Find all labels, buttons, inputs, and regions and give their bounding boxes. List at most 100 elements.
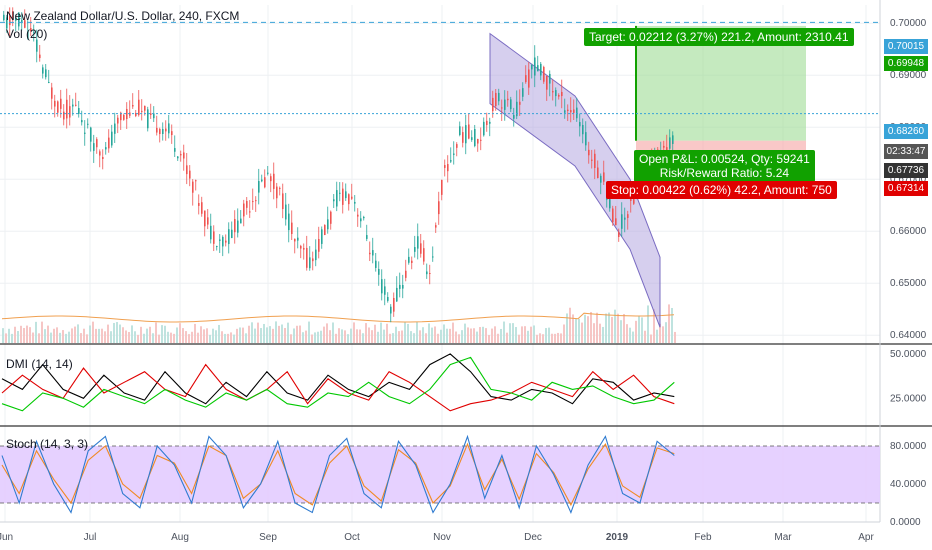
volume-bar: [443, 324, 445, 343]
volume-bar: [215, 330, 217, 343]
candle-body: [300, 245, 302, 249]
volume-bar: [332, 322, 334, 343]
volume-bar: [29, 327, 31, 343]
volume-bar: [290, 334, 292, 343]
candle-body: [555, 90, 557, 97]
candle-body: [60, 98, 62, 109]
volume-bar: [158, 334, 160, 343]
volume-bar: [257, 322, 259, 343]
volume-bar: [20, 325, 22, 343]
candle-body: [462, 132, 464, 143]
volume-bar: [347, 334, 349, 343]
volume-bar: [674, 331, 676, 343]
volume-bar: [86, 334, 88, 343]
target-label: Target: 0.02212 (3.27%) 221.2, Amount: 2…: [584, 28, 854, 46]
candle-body: [438, 201, 440, 215]
candle-body: [81, 120, 83, 123]
volume-bar: [5, 333, 7, 343]
volume-bar: [470, 328, 472, 343]
candle-body: [198, 203, 200, 206]
candle-body: [489, 121, 491, 124]
volume-bar: [119, 324, 121, 343]
candle-body: [237, 220, 239, 233]
candle-body: [402, 284, 404, 289]
candle-body: [162, 128, 164, 134]
candle-body: [216, 245, 218, 247]
volume-bar: [494, 326, 496, 343]
candle-body: [531, 65, 533, 70]
price-tick-label: 0.64000: [890, 330, 927, 341]
candle-body: [390, 306, 392, 314]
candle-body: [429, 273, 431, 275]
candle-body: [204, 210, 206, 227]
volume-bar: [134, 331, 136, 343]
volume-bar: [407, 323, 409, 343]
volume-bar: [197, 332, 199, 343]
volume-bar: [560, 333, 562, 343]
stoch-pane: [0, 434, 880, 514]
volume-bar: [617, 313, 619, 343]
candle-body: [357, 214, 359, 217]
candle-body: [288, 213, 290, 231]
stop-label: Stop: 0.00422 (0.62%) 42.2, Amount: 750: [606, 181, 837, 199]
candle-body: [441, 179, 443, 195]
volume-bar: [95, 328, 97, 343]
candle-body: [18, 12, 20, 27]
volume-bar: [515, 327, 517, 343]
candle-body: [219, 239, 221, 241]
candle-body: [297, 237, 299, 241]
volume-bar: [146, 328, 148, 343]
volume-bar: [269, 326, 271, 343]
volume-bar: [389, 333, 391, 343]
candle-body: [171, 131, 173, 136]
candle-body: [270, 176, 272, 182]
candle-body: [183, 152, 185, 159]
candle-body: [663, 145, 665, 148]
candle-body: [303, 248, 305, 250]
volume-bar: [473, 328, 475, 343]
volume-bar: [113, 322, 115, 343]
candle-body: [582, 124, 584, 135]
volume-bar: [500, 328, 502, 343]
volume-bar: [236, 328, 238, 343]
volume-bar: [605, 313, 607, 343]
volume-bar: [491, 328, 493, 343]
volume-bar: [218, 324, 220, 343]
descending-channel: [489, 32, 661, 328]
volume-bar: [302, 332, 304, 343]
candle-body: [225, 240, 227, 243]
volume-bar: [398, 331, 400, 343]
volume-bar: [548, 327, 550, 343]
candle-body: [141, 110, 143, 112]
volume-bar: [50, 332, 52, 343]
candle-body: [327, 219, 329, 230]
candle-body: [450, 160, 452, 162]
volume-bar: [65, 333, 67, 343]
volume-bar: [161, 325, 163, 343]
channel-area: [489, 32, 661, 328]
volume-bar: [341, 329, 343, 343]
candle-body: [30, 28, 32, 32]
candle-body: [90, 127, 92, 142]
stoch-tick-label: 0.0000: [890, 517, 921, 528]
volume-bar: [575, 318, 577, 343]
volume-bar: [299, 325, 301, 343]
open-pnl-label: Open P&L: 0.00524, Qty: 59241 Risk/Rewar…: [634, 150, 815, 182]
volume-bar: [581, 322, 583, 343]
volume-bar: [74, 326, 76, 343]
candle-body: [15, 17, 17, 21]
volume-bar: [518, 334, 520, 343]
volume-bar: [242, 327, 244, 343]
volume-bar: [122, 327, 124, 343]
minus-di-line: [1, 363, 675, 412]
candle-body: [504, 99, 506, 110]
volume-bar: [425, 333, 427, 343]
candle-body: [339, 192, 341, 194]
volume-bar: [47, 325, 49, 343]
candle-body: [267, 172, 269, 174]
volume-bar: [671, 307, 673, 343]
candle-body: [546, 76, 548, 90]
volume-bar: [164, 325, 166, 343]
candle-body: [333, 199, 335, 202]
volume-bar: [578, 318, 580, 343]
